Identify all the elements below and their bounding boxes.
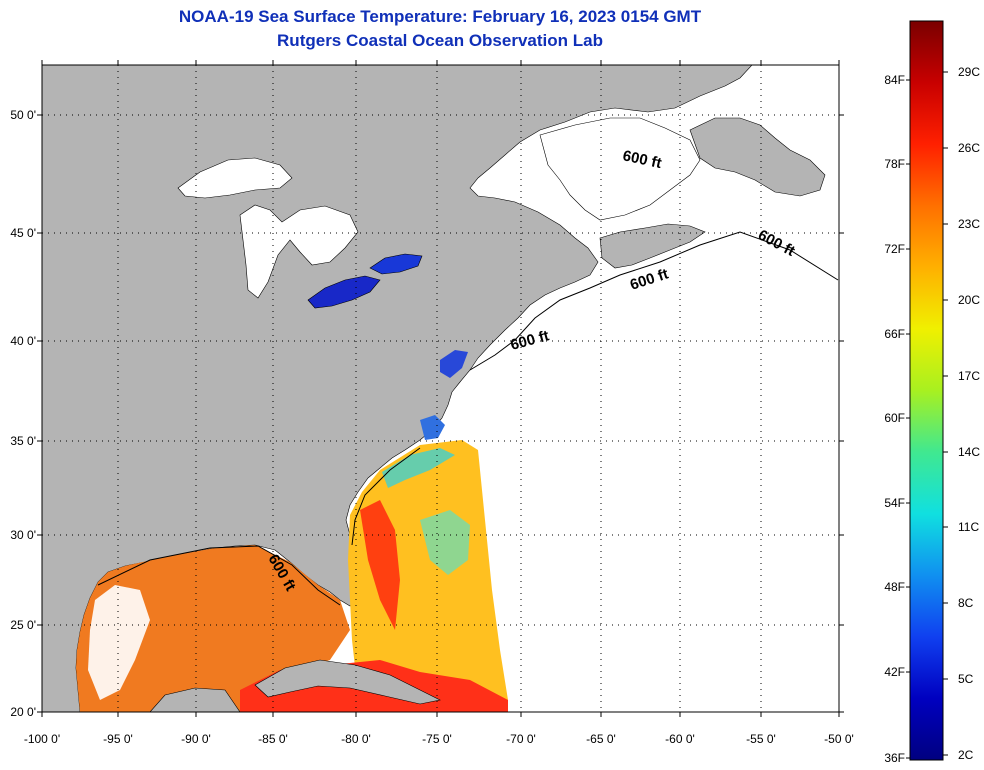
lat-label: 50 0' bbox=[10, 108, 36, 122]
graticule bbox=[42, 65, 839, 712]
lon-label: -60 0' bbox=[665, 732, 695, 746]
sst-cool-patch bbox=[420, 510, 470, 575]
sst-gulf-stream bbox=[360, 500, 400, 630]
lon-label: -90 0' bbox=[181, 732, 211, 746]
sst-gulf-cloud bbox=[88, 585, 150, 700]
sst-cool-shelf bbox=[382, 448, 455, 488]
map-title: NOAA-19 Sea Surface Temperature: Februar… bbox=[178, 7, 702, 26]
contour-600ft bbox=[97, 231, 839, 606]
colorbar-c-label: 29C bbox=[958, 65, 980, 79]
lat-label: 25 0' bbox=[10, 618, 36, 632]
colorbar-f-label: 66F bbox=[884, 327, 905, 341]
lake-erie bbox=[307, 275, 381, 309]
lat-label: 30 0' bbox=[10, 528, 36, 542]
colorbar-f-label: 42F bbox=[884, 665, 905, 679]
gulf-st-lawrence bbox=[539, 117, 701, 221]
chesapeake-bay bbox=[440, 350, 468, 378]
colorbar-c-label: 11C bbox=[958, 520, 979, 534]
lon-label: -65 0' bbox=[586, 732, 616, 746]
lon-label: -50 0' bbox=[824, 732, 854, 746]
colorbar-f-label: 78F bbox=[884, 157, 905, 171]
colorbar-c-label: 26C bbox=[958, 141, 980, 155]
lon-label: -75 0' bbox=[422, 732, 452, 746]
lake-michigan-huron bbox=[239, 204, 359, 299]
land-nova-scotia bbox=[599, 223, 706, 269]
lon-label: -80 0' bbox=[341, 732, 371, 746]
colorbar-f-label: 72F bbox=[884, 242, 905, 256]
lon-label: -100 0' bbox=[24, 732, 60, 746]
colorbar-f-label: 84F bbox=[884, 73, 905, 87]
colorbar-c-label: 17C bbox=[958, 369, 980, 383]
colorbar-c-label: 23C bbox=[958, 217, 980, 231]
colorbar-f-label: 60F bbox=[884, 411, 905, 425]
lat-label: 45 0' bbox=[10, 226, 36, 240]
latitude-axis: 50 0' 45 0' 40 0' 35 0' 30 0' 25 0' 20 0' bbox=[10, 108, 844, 719]
sst-atlantic-swath bbox=[348, 440, 508, 712]
land-newfoundland bbox=[689, 117, 826, 197]
colorbar-c-label: 2C bbox=[958, 748, 974, 762]
colorbar-f-label: 54F bbox=[884, 496, 905, 510]
lake-ontario bbox=[369, 253, 423, 275]
map-subtitle: Rutgers Coastal Ocean Observation Lab bbox=[277, 31, 603, 50]
lon-label: -85 0' bbox=[258, 732, 288, 746]
lake-superior bbox=[177, 157, 293, 199]
lat-label: 35 0' bbox=[10, 434, 36, 448]
colorbar-f-label: 36F bbox=[884, 751, 905, 765]
colorbar-c-label: 14C bbox=[958, 445, 980, 459]
pamlico-sound bbox=[420, 415, 445, 440]
lon-label: -55 0' bbox=[746, 732, 776, 746]
colorbar-c-label: 20C bbox=[958, 293, 980, 307]
colorbar bbox=[909, 20, 944, 761]
colorbar-f-label: 48F bbox=[884, 580, 905, 594]
lon-label: -70 0' bbox=[506, 732, 536, 746]
colorbar-labels: 84F 78F 72F 66F 60F 54F 48F 42F 36F 29C 26C 23C 20C 1… bbox=[884, 65, 980, 765]
land-cuba bbox=[254, 659, 441, 705]
land-yucatan bbox=[149, 687, 241, 712]
lat-label: 40 0' bbox=[10, 334, 36, 348]
lon-label: -95 0' bbox=[103, 732, 133, 746]
lat-label: 20 0' bbox=[10, 705, 36, 719]
colorbar-c-label: 8C bbox=[958, 596, 974, 610]
colorbar-c-label: 5C bbox=[958, 672, 974, 686]
map-frame bbox=[41, 64, 840, 713]
longitude-axis: -100 0' -95 0' -90 0' -85 0' -80 0' -75 0' -70… bbox=[24, 60, 854, 746]
